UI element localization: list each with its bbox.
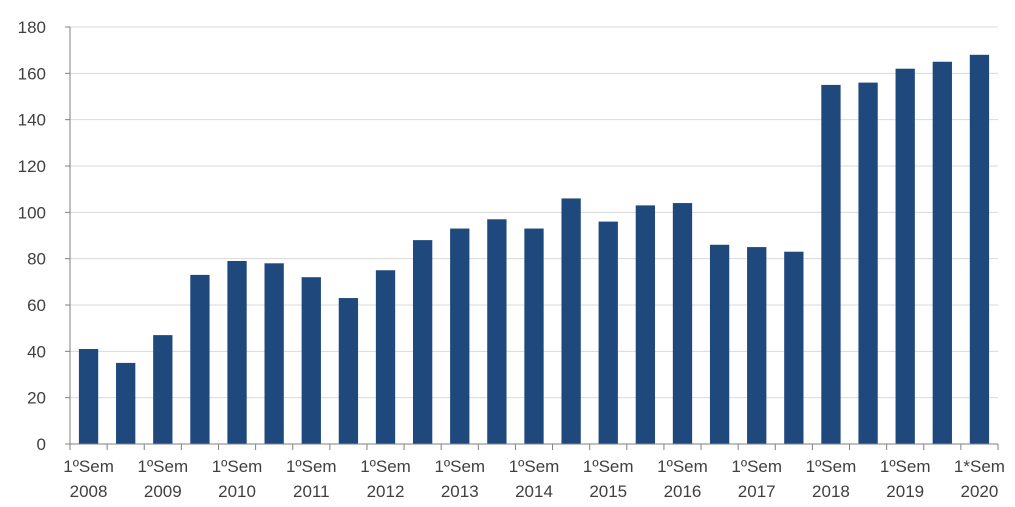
bars (78, 54, 990, 445)
bar (969, 54, 990, 445)
bar (672, 203, 693, 444)
bar (338, 298, 359, 444)
y-tick-label: 20 (27, 389, 46, 408)
bar (524, 228, 544, 444)
bar (821, 84, 841, 445)
y-tick-label: 100 (18, 203, 46, 222)
x-tick-label-line2: 2020 (961, 482, 999, 501)
bar (190, 274, 210, 444)
x-tick-label-line2: 2010 (218, 482, 256, 501)
bar (784, 251, 804, 444)
bar (895, 68, 915, 444)
x-tick-label-line2: 2009 (144, 482, 182, 501)
bar (747, 247, 767, 444)
bar (264, 263, 284, 444)
y-tick-label: 80 (27, 250, 46, 269)
y-tick-label: 160 (18, 64, 46, 83)
y-tick-label: 60 (27, 296, 46, 315)
bar (116, 362, 136, 444)
x-tick-label-line2: 2011 (293, 482, 330, 501)
x-tick-label-line2: 2014 (515, 482, 553, 501)
bar (858, 82, 878, 444)
x-tick-label-line1: 1ºSem (286, 457, 337, 476)
bar (78, 349, 99, 444)
x-tick-label-line2: 2015 (589, 482, 627, 501)
y-axis: 0 20 40 60 80 100 120 140 160 180 (18, 18, 71, 454)
x-tick-label-line2: 2018 (812, 482, 850, 501)
x-tick-label-line1: 1ºSem (657, 457, 708, 476)
bar (412, 240, 433, 444)
x-tick-label-line1: 1ºSem (509, 457, 560, 476)
x-tick-label-line2: 2016 (664, 482, 702, 501)
x-tick-label-line2: 2017 (738, 482, 776, 501)
x-tick-label-line1: 1ºSem (137, 457, 188, 476)
gridlines (70, 26, 998, 399)
x-tick-label-line1: 1ºSem (731, 457, 782, 476)
bar (375, 270, 396, 444)
bar (561, 198, 581, 444)
bar (301, 277, 321, 444)
x-tick-label-line2: 2008 (70, 482, 108, 501)
bar (487, 219, 507, 444)
x-tick-label-line2: 2019 (886, 482, 924, 501)
bar (635, 205, 656, 444)
x-tick-label-line1: 1ºSem (434, 457, 485, 476)
x-tick-label-line1: 1ºSem (212, 457, 263, 476)
bar (450, 228, 470, 444)
y-tick-label: 120 (18, 157, 46, 176)
x-tick-label-line1: 1ºSem (360, 457, 411, 476)
x-tick-label-line1: 1*Sem (954, 457, 1005, 476)
bar (227, 260, 247, 444)
x-axis: 1ºSem 2008 1ºSem 2009 1ºSem 2010 1ºSem 2011 1ºSe… (63, 443, 1005, 501)
bar (709, 244, 730, 444)
y-tick-label: 140 (18, 111, 46, 130)
y-tick-label: 180 (18, 18, 46, 37)
y-tick-label: 40 (27, 342, 46, 361)
x-tick-label-line1: 1ºSem (583, 457, 634, 476)
y-tick-label: 0 (37, 435, 46, 454)
x-tick-label-line2: 2012 (367, 482, 405, 501)
bar (932, 61, 952, 444)
x-tick-label-line1: 1ºSem (806, 457, 857, 476)
bar (598, 221, 618, 444)
x-tick-label-line1: 1ºSem (63, 457, 114, 476)
bar (153, 335, 173, 444)
x-tick-label-line1: 1ºSem (880, 457, 931, 476)
x-tick-label-line2: 2013 (441, 482, 479, 501)
